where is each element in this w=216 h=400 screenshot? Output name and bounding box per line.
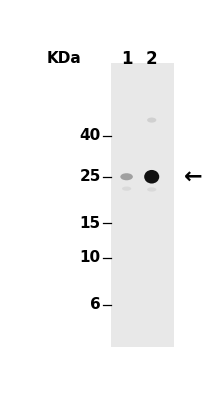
Ellipse shape [147, 187, 156, 192]
Ellipse shape [120, 173, 133, 180]
Text: 15: 15 [79, 216, 101, 231]
Ellipse shape [147, 118, 156, 123]
Text: 6: 6 [90, 297, 101, 312]
Ellipse shape [122, 186, 131, 191]
Text: KDa: KDa [46, 51, 81, 66]
Bar [111, 64, 174, 347]
Text: 10: 10 [79, 250, 101, 265]
Ellipse shape [144, 170, 159, 184]
Text: 40: 40 [79, 128, 101, 143]
Text: 25: 25 [79, 169, 101, 184]
Text: 1: 1 [121, 50, 132, 68]
Text: ←: ← [184, 167, 202, 187]
Text: 2: 2 [146, 50, 157, 68]
